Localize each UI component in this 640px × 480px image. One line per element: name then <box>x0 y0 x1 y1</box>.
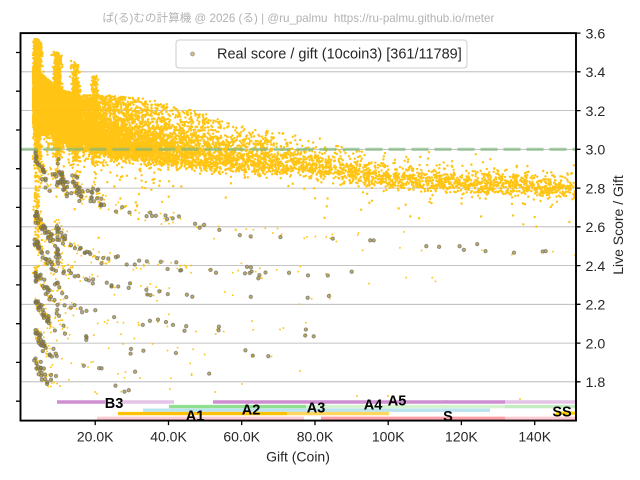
svg-text:120K: 120K <box>445 428 478 444</box>
svg-text:2.0: 2.0 <box>586 336 606 352</box>
svg-text:3.2: 3.2 <box>586 104 606 120</box>
svg-text:100K: 100K <box>372 428 405 444</box>
svg-text:20.0K: 20.0K <box>77 428 114 444</box>
svg-text:A1: A1 <box>186 409 205 425</box>
svg-text:3.4: 3.4 <box>586 65 606 81</box>
svg-text:A5: A5 <box>388 394 407 410</box>
svg-text:SS: SS <box>552 405 572 421</box>
svg-text:Real score / gift (10coin3) [3: Real score / gift (10coin3) [361/11789] <box>217 47 462 63</box>
svg-text:2.6: 2.6 <box>586 220 606 236</box>
svg-text:1.8: 1.8 <box>586 375 606 391</box>
svg-text:): ) <box>129 12 133 25</box>
svg-text:S: S <box>443 409 453 425</box>
svg-text:Gift (Coin): Gift (Coin) <box>266 449 330 465</box>
svg-text:3.0: 3.0 <box>586 143 606 159</box>
svg-text:2.8: 2.8 <box>586 181 606 197</box>
svg-text:Live Score / Gift: Live Score / Gift <box>610 175 626 275</box>
svg-text:@ 2026 (: @ 2026 ( <box>191 12 242 25</box>
svg-text:2.2: 2.2 <box>586 298 606 314</box>
svg-text:60.0K: 60.0K <box>223 428 260 444</box>
svg-text:A4: A4 <box>364 398 383 414</box>
svg-text:3.6: 3.6 <box>586 26 606 42</box>
svg-text:40.0K: 40.0K <box>150 428 187 444</box>
svg-text:A2: A2 <box>242 403 261 419</box>
svg-text:) | @ru_palmu https://ru-palm: ) | @ru_palmu https://ru-palmu.github.io… <box>254 12 494 25</box>
svg-text:140K: 140K <box>518 428 551 444</box>
svg-text:2.4: 2.4 <box>586 259 606 275</box>
svg-text:(: ( <box>114 12 118 25</box>
svg-text:80.0K: 80.0K <box>297 428 334 444</box>
svg-text:A3: A3 <box>307 401 326 417</box>
svg-text:B3: B3 <box>105 396 124 412</box>
